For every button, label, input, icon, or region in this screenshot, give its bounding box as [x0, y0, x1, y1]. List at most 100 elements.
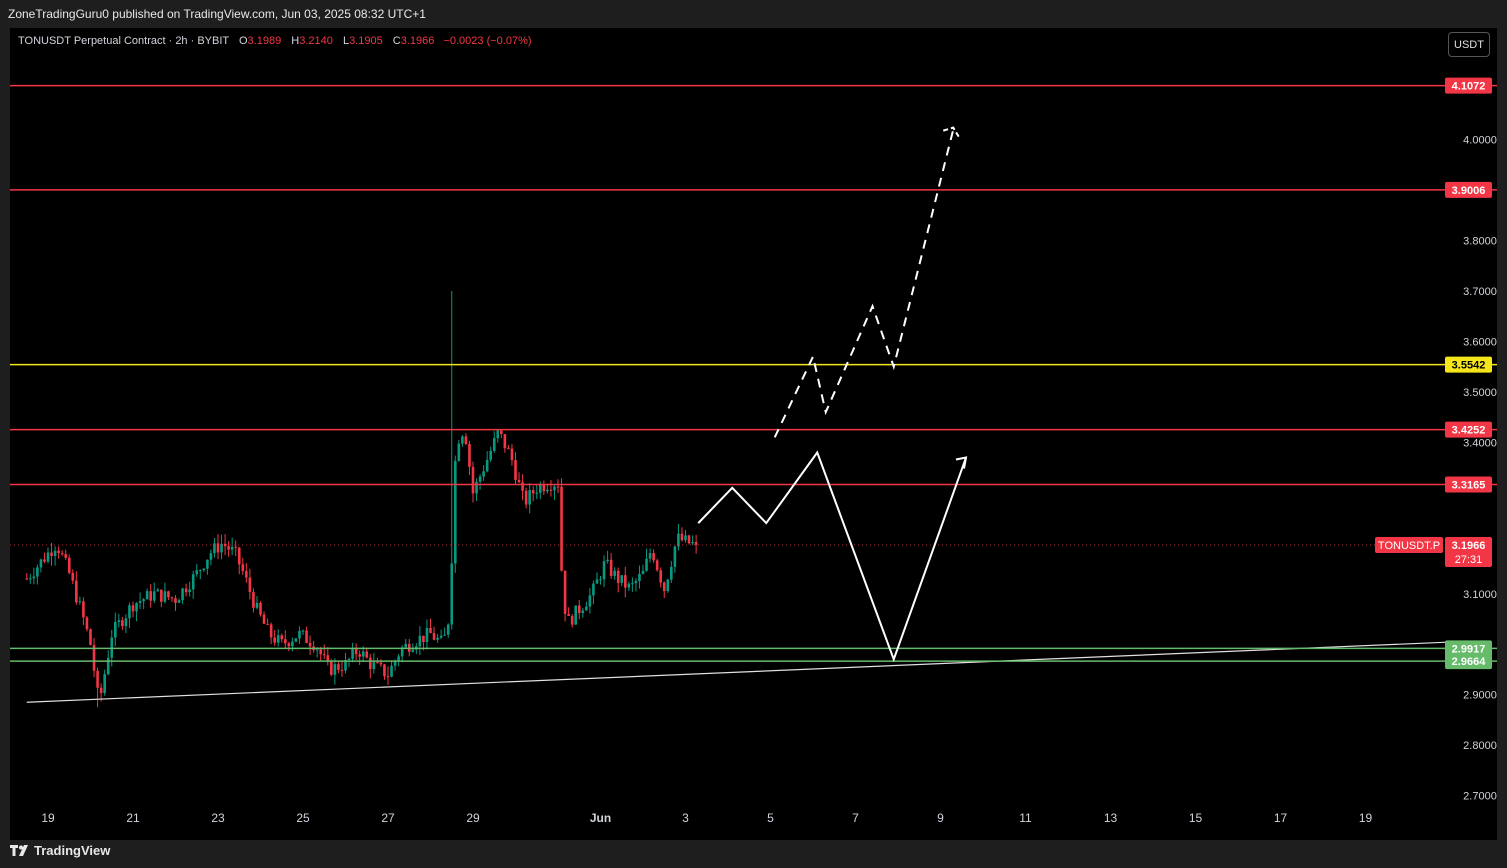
open-label: O: [238, 35, 248, 47]
level-badge-label: 2.9917: [1452, 643, 1486, 655]
candle-body: [60, 553, 64, 555]
candle-body: [156, 589, 160, 592]
level-badge[interactable]: [1445, 356, 1492, 373]
candle-body: [276, 635, 280, 643]
candle-body: [475, 481, 478, 494]
candle-body: [294, 638, 298, 642]
candle-body: [75, 580, 78, 603]
candle-body: [425, 628, 429, 642]
candle-body: [128, 605, 131, 619]
candle-body: [121, 620, 124, 627]
candle-body: [376, 662, 379, 664]
candle-body: [365, 651, 369, 658]
candle-body: [404, 643, 408, 648]
candle-body: [400, 647, 404, 657]
candle-body: [43, 559, 46, 562]
level-badge[interactable]: [1445, 476, 1492, 493]
projection-dashed-arrowhead: [942, 126, 961, 139]
candle-body: [184, 588, 188, 593]
candle-body: [655, 560, 659, 571]
candle-body: [195, 570, 199, 575]
trendline[interactable]: [26, 641, 1460, 703]
candle-body: [450, 563, 454, 625]
x-tick-label: 27: [381, 811, 395, 825]
candle-body: [595, 579, 599, 584]
candle-body: [457, 443, 461, 461]
level-badge[interactable]: [1445, 421, 1492, 438]
candle-body: [32, 576, 36, 579]
candle-body: [567, 613, 570, 616]
candle-body: [461, 436, 464, 444]
candle-body: [616, 570, 620, 583]
candle-body: [181, 588, 184, 601]
candle-body: [560, 486, 563, 571]
candle-body: [606, 559, 609, 562]
candle-body: [453, 460, 457, 564]
candle-body: [446, 624, 450, 635]
symbol-price-tag[interactable]: [1375, 537, 1443, 554]
candle-body: [666, 579, 670, 592]
candle-body: [645, 558, 648, 571]
candle-body: [563, 570, 567, 614]
chart-area[interactable]: 4.0000 3.8000 3.7000 3.6000 3.5000 3.4000 3.10…: [10, 28, 1497, 840]
y-tick-label: 3.7000: [1463, 286, 1497, 298]
candle-body: [117, 620, 121, 622]
candle-body: [500, 430, 503, 435]
candle-body: [202, 568, 206, 571]
candle-body: [92, 644, 96, 671]
candle-body: [145, 591, 149, 600]
low-label: L: [342, 35, 350, 47]
candle-body: [478, 476, 482, 482]
last-price-badge[interactable]: [1445, 537, 1492, 568]
candle-body: [85, 617, 89, 630]
candle-body: [592, 583, 595, 596]
candle-body: [411, 649, 415, 652]
y-tick-label: 2.7000: [1463, 791, 1497, 803]
y-tick-label: 3.5000: [1463, 387, 1497, 399]
projection-solid-path[interactable]: [697, 450, 967, 663]
candle-body: [464, 436, 468, 445]
candle-body: [354, 648, 358, 655]
candle-body: [206, 559, 209, 569]
candle-body: [393, 661, 397, 666]
price-chart-svg[interactable]: 4.0000 3.8000 3.7000 3.6000 3.5000 3.4000 3.10…: [10, 28, 1497, 840]
candle-body: [588, 595, 592, 607]
candle-body: [82, 601, 85, 618]
x-tick-label: 19: [41, 811, 55, 825]
candle-body: [36, 567, 39, 577]
candle-body: [301, 630, 305, 632]
x-tick-label: 3: [682, 811, 689, 825]
level-badge[interactable]: [1445, 640, 1492, 657]
level-badge[interactable]: [1445, 181, 1492, 198]
candle-body: [39, 559, 43, 568]
y-tick-label: 3.6000: [1463, 337, 1497, 349]
x-tick-label: 23: [211, 811, 225, 825]
x-tick-label: 21: [126, 811, 140, 825]
candle-body: [138, 601, 142, 604]
candle-body: [333, 664, 337, 675]
candle-body: [634, 581, 638, 584]
level-badge-label: 3.9006: [1452, 185, 1486, 197]
candle-body: [177, 600, 181, 603]
candle-body: [613, 570, 616, 576]
candle-body: [602, 561, 606, 580]
candle-body: [556, 486, 560, 488]
candle-body: [351, 648, 354, 659]
candle-body: [383, 664, 386, 677]
publish-header-bar: ZoneTradingGuru0 published on TradingVie…: [0, 0, 1507, 28]
candle-body: [209, 553, 213, 560]
candle-body: [386, 676, 390, 678]
low-value: 3.1905: [349, 35, 383, 47]
candle-body: [71, 572, 75, 581]
projection-dashed-path[interactable]: [773, 129, 955, 438]
currency-button[interactable]: USDT: [1448, 32, 1490, 57]
level-badge[interactable]: [1445, 77, 1492, 94]
candle-body: [337, 664, 340, 670]
candle-body: [542, 485, 546, 492]
tradingview-logo[interactable]: TradingView: [10, 843, 110, 858]
candle-body: [585, 606, 588, 611]
candle-body: [227, 546, 230, 550]
level-badge[interactable]: [1445, 653, 1492, 670]
candle-body: [269, 624, 273, 638]
candle-body: [422, 635, 425, 642]
